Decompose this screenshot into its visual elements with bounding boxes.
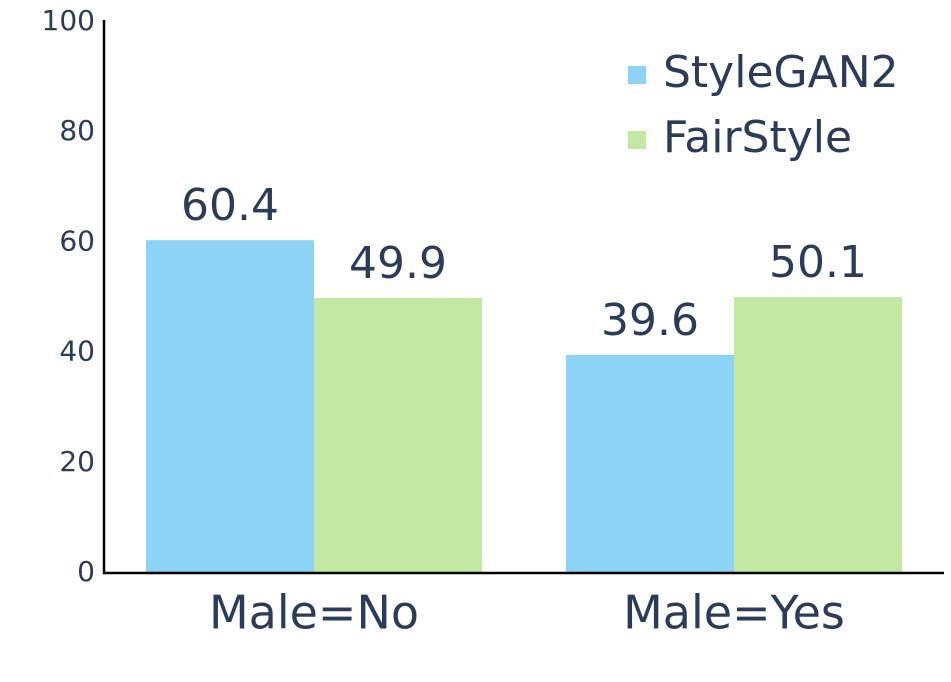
y-tick-label: 60 xyxy=(59,224,95,257)
y-tick-label: 100 xyxy=(42,4,95,37)
y-tick-label: 20 xyxy=(59,445,95,478)
value-label: 50.1 xyxy=(769,237,867,288)
x-tick-label: Male=Yes xyxy=(623,586,845,640)
legend-swatch xyxy=(628,131,646,149)
y-tick-label: 40 xyxy=(59,335,95,368)
value-label: 60.4 xyxy=(181,180,279,231)
legend-label: FairStyle xyxy=(663,112,852,163)
bar xyxy=(566,354,734,573)
value-label: 39.6 xyxy=(601,295,699,346)
legend-swatch xyxy=(628,66,646,84)
value-label: 49.9 xyxy=(349,238,447,289)
x-tick-label: Male=No xyxy=(209,586,419,640)
y-tick-label: 80 xyxy=(59,114,95,147)
bar xyxy=(314,298,482,573)
bar xyxy=(734,296,902,573)
bar xyxy=(146,240,314,574)
y-tick-label: 0 xyxy=(77,555,95,588)
legend-label: StyleGAN2 xyxy=(663,47,899,98)
